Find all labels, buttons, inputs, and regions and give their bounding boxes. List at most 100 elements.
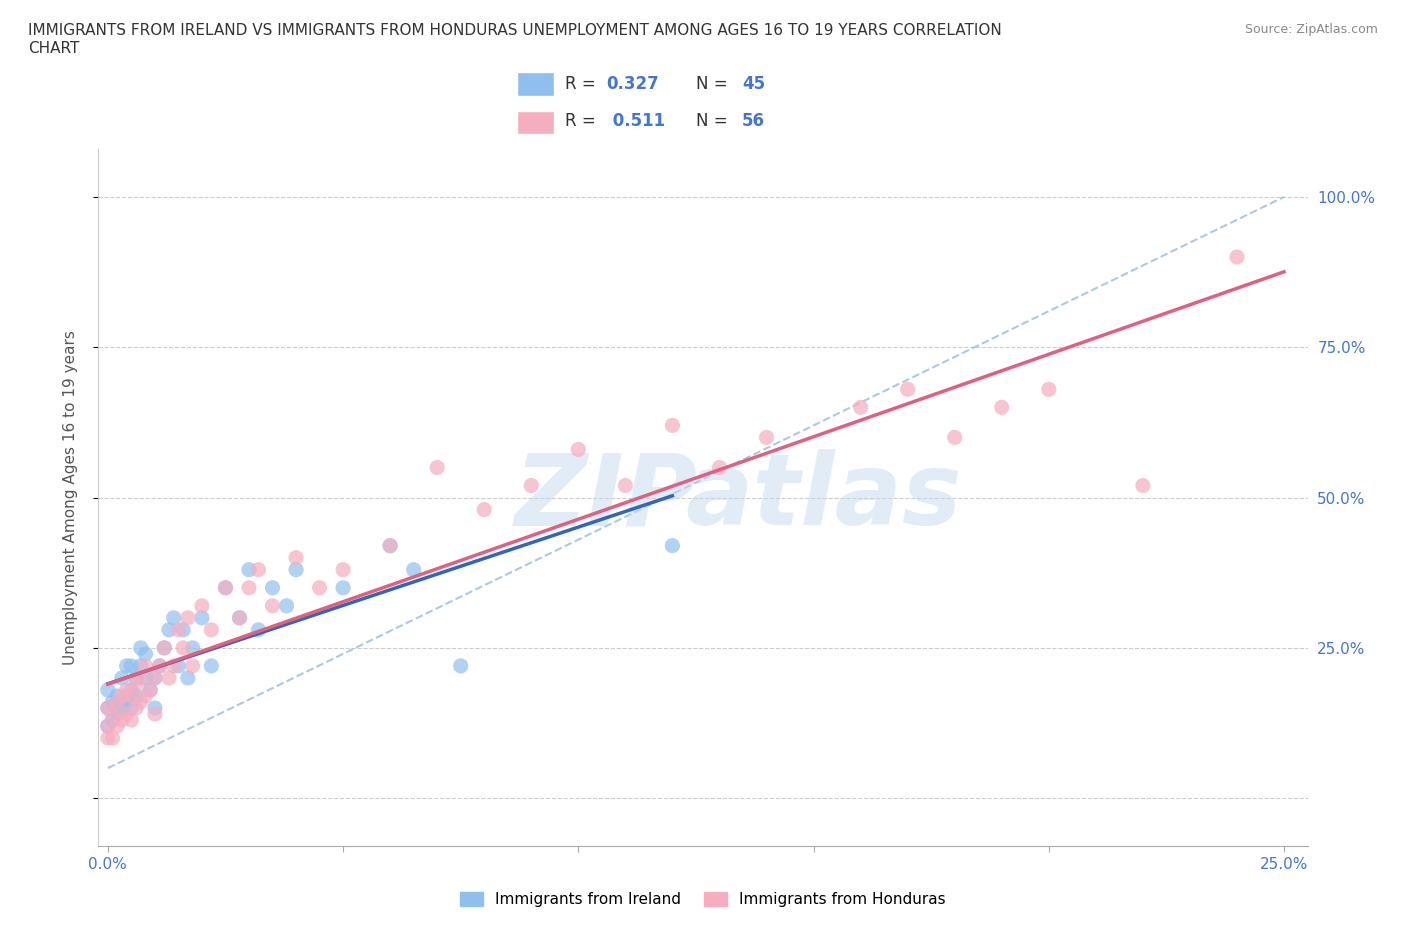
Point [163, 610, 186, 625]
Point [990, 400, 1012, 415]
Point [897, 382, 920, 397]
Text: 0.511: 0.511 [607, 112, 665, 129]
Point [450, 658, 472, 673]
Point [139, 683, 162, 698]
Point [191, 598, 214, 613]
Point [134, 671, 156, 685]
Point [472, 502, 495, 517]
Point [167, 658, 190, 673]
Point [97, 719, 120, 734]
FancyBboxPatch shape [517, 73, 554, 96]
Point [332, 563, 354, 578]
Legend: Immigrants from Ireland, Immigrants from Honduras: Immigrants from Ireland, Immigrants from… [454, 885, 952, 913]
Point [105, 695, 128, 710]
Point [285, 551, 308, 565]
Point [172, 641, 194, 656]
Point [177, 610, 200, 625]
Text: atlas: atlas [686, 449, 962, 546]
Point [97, 700, 120, 715]
Point [247, 563, 270, 578]
Point [115, 707, 138, 722]
Point [426, 460, 449, 475]
Point [402, 563, 425, 578]
Point [378, 538, 401, 553]
Text: 56: 56 [742, 112, 765, 129]
Point [247, 622, 270, 637]
Point [755, 430, 778, 445]
Point [157, 622, 180, 637]
Point [149, 658, 172, 673]
Point [101, 695, 124, 710]
Point [285, 563, 308, 578]
Point [238, 563, 260, 578]
Point [149, 658, 172, 673]
Point [97, 700, 120, 715]
FancyBboxPatch shape [517, 111, 554, 134]
Text: 45: 45 [742, 75, 765, 93]
Point [125, 671, 148, 685]
Point [262, 580, 284, 595]
Point [228, 610, 250, 625]
Text: R =: R = [565, 112, 600, 129]
Point [120, 683, 142, 698]
Point [1038, 382, 1060, 397]
Text: ZIP: ZIP [515, 449, 697, 546]
Point [332, 580, 354, 595]
Point [143, 707, 166, 722]
Point [129, 641, 152, 656]
Point [214, 580, 236, 595]
Point [139, 683, 162, 698]
Point [115, 658, 138, 673]
Point [567, 442, 589, 457]
Point [1132, 478, 1154, 493]
Text: N =: N = [696, 75, 733, 93]
Point [181, 658, 204, 673]
Point [262, 598, 284, 613]
Point [520, 478, 543, 493]
Point [191, 610, 214, 625]
Point [200, 658, 222, 673]
Point [120, 700, 142, 715]
Point [177, 671, 200, 685]
Point [101, 707, 124, 722]
Point [97, 683, 120, 698]
Point [276, 598, 298, 613]
Point [943, 430, 966, 445]
Point [143, 700, 166, 715]
Point [120, 658, 142, 673]
Point [709, 460, 731, 475]
Point [120, 712, 142, 727]
Point [125, 688, 148, 703]
Point [129, 658, 152, 673]
Point [101, 712, 124, 727]
Point [129, 695, 152, 710]
Point [97, 719, 120, 734]
Point [125, 700, 148, 715]
Point [163, 658, 186, 673]
Text: 0.327: 0.327 [607, 75, 659, 93]
Point [115, 683, 138, 698]
Point [111, 671, 134, 685]
Point [614, 478, 637, 493]
Y-axis label: Unemployment Among Ages 16 to 19 years: Unemployment Among Ages 16 to 19 years [63, 330, 77, 665]
Point [214, 580, 236, 595]
Point [153, 641, 176, 656]
Point [111, 688, 134, 703]
Point [134, 658, 156, 673]
Point [661, 538, 683, 553]
Point [308, 580, 330, 595]
Point [129, 671, 152, 685]
Point [143, 671, 166, 685]
Point [181, 641, 204, 656]
Point [105, 688, 128, 703]
Point [105, 719, 128, 734]
Text: Source: ZipAtlas.com: Source: ZipAtlas.com [1244, 23, 1378, 36]
Text: N =: N = [696, 112, 733, 129]
Point [661, 418, 683, 432]
Point [849, 400, 872, 415]
Text: R =: R = [565, 75, 600, 93]
Point [172, 622, 194, 637]
Point [134, 646, 156, 661]
Point [115, 695, 138, 710]
Point [200, 622, 222, 637]
